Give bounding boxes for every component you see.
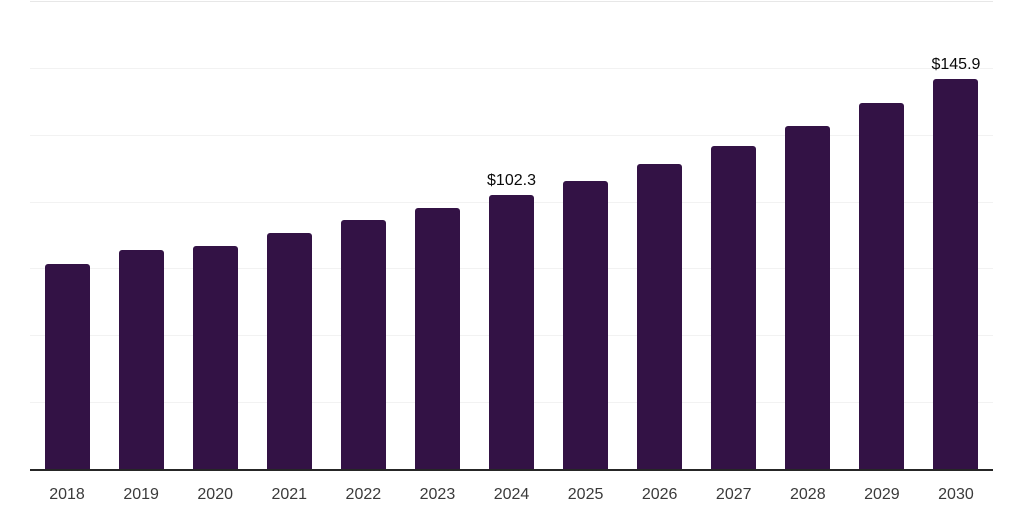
- bar-2025: [563, 181, 608, 469]
- x-axis-label-2025: 2025: [567, 486, 604, 503]
- bar-2030: [933, 79, 978, 469]
- x-axis-label-2029: 2029: [864, 486, 900, 503]
- bar-2021: [267, 233, 312, 469]
- bar-2019: [119, 250, 164, 469]
- x-axis-label-2021: 2021: [271, 486, 308, 503]
- x-axis-label-2028: 2028: [790, 486, 826, 503]
- x-axis-label-2030: 2030: [938, 486, 974, 503]
- x-axis-label-2024: 2024: [493, 486, 530, 503]
- bar-2020: [193, 246, 238, 469]
- gridline-125: [30, 135, 993, 136]
- bar-2026: [637, 164, 682, 469]
- gridline-175: [30, 1, 993, 2]
- bar-2029: [859, 103, 904, 469]
- bar-2024: [489, 195, 534, 469]
- x-axis-label-2018: 2018: [49, 486, 85, 503]
- data-label-2030: $145.9: [931, 56, 981, 73]
- x-axis-label-2026: 2026: [641, 486, 678, 503]
- bar-2022: [341, 220, 386, 469]
- x-axis-line: [30, 469, 993, 471]
- gridline-150: [30, 68, 993, 69]
- bar-2023: [415, 208, 460, 469]
- bar-2028: [785, 126, 830, 469]
- x-axis-label-2027: 2027: [715, 486, 752, 503]
- bar-2018: [45, 264, 90, 469]
- x-axis-label-2020: 2020: [197, 486, 233, 503]
- x-axis-label-2022: 2022: [345, 486, 382, 503]
- x-axis-label-2023: 2023: [419, 486, 456, 503]
- data-label-2024: $102.3: [487, 172, 536, 189]
- bar-2027: [711, 146, 756, 469]
- x-axis-label-2019: 2019: [123, 486, 159, 503]
